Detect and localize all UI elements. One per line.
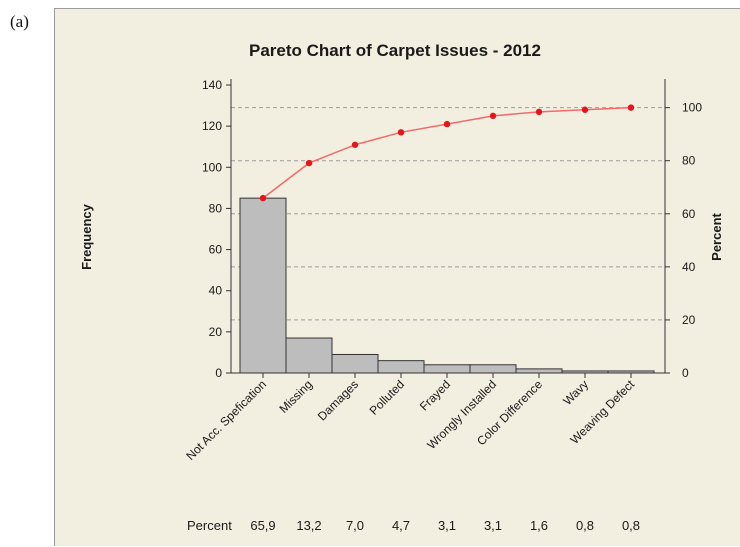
y-tick-label-left: 20 bbox=[209, 325, 223, 339]
y-tick-label-right: 20 bbox=[682, 313, 696, 327]
cumulative-point-7 bbox=[536, 109, 542, 115]
bar-6 bbox=[470, 365, 516, 373]
percent-value: 3,1 bbox=[484, 518, 502, 533]
y-tick-label-right: 80 bbox=[682, 154, 696, 168]
percent-value: 3,1 bbox=[438, 518, 456, 533]
bar-5 bbox=[424, 365, 470, 373]
percent-value: 65,9 bbox=[250, 518, 275, 533]
y-tick-label-right: 0 bbox=[682, 366, 689, 380]
y-tick-label-left: 80 bbox=[209, 201, 223, 215]
bar-4 bbox=[378, 361, 424, 373]
x-tick-label: Polluted bbox=[367, 377, 408, 418]
x-tick-label: Missing bbox=[276, 377, 315, 416]
y-tick-label-left: 40 bbox=[209, 284, 223, 298]
percent-value: 13,2 bbox=[296, 518, 321, 533]
y-tick-label-left: 60 bbox=[209, 243, 223, 257]
cumulative-point-9 bbox=[628, 104, 634, 110]
cumulative-point-2 bbox=[306, 160, 312, 166]
pareto-chart: Pareto Chart of Carpet Issues - 2012 Fre… bbox=[55, 9, 740, 547]
y-axis-label-left: Frequency bbox=[79, 203, 94, 270]
percent-value: 7,0 bbox=[346, 518, 364, 533]
y-tick-label-left: 120 bbox=[202, 119, 222, 133]
cumulative-point-3 bbox=[352, 142, 358, 148]
cumulative-point-1 bbox=[260, 195, 266, 201]
chart-frame: Pareto Chart of Carpet Issues - 2012 Fre… bbox=[54, 8, 740, 546]
y-tick-label-left: 0 bbox=[215, 366, 222, 380]
percent-value: 1,6 bbox=[530, 518, 548, 533]
cumulative-point-4 bbox=[398, 129, 404, 135]
bar-7 bbox=[516, 369, 562, 373]
percent-value: 4,7 bbox=[392, 518, 410, 533]
chart-title: Pareto Chart of Carpet Issues - 2012 bbox=[249, 41, 541, 60]
x-tick-label: Wavy bbox=[560, 377, 591, 408]
bar-1 bbox=[240, 198, 286, 373]
percent-value: 0,8 bbox=[576, 518, 594, 533]
cumulative-point-8 bbox=[582, 107, 588, 113]
y-tick-label-right: 100 bbox=[682, 101, 702, 115]
x-tick-label: Frayed bbox=[417, 377, 453, 413]
y-tick-label-right: 40 bbox=[682, 260, 696, 274]
y-tick-label-left: 140 bbox=[202, 78, 222, 92]
cumulative-point-6 bbox=[490, 113, 496, 119]
cumulative-point-5 bbox=[444, 121, 450, 127]
y-tick-label-left: 100 bbox=[202, 160, 222, 174]
x-tick-label: Not Acc. Spefication bbox=[183, 377, 269, 463]
bar-2 bbox=[286, 338, 332, 373]
percent-row-label: Percent bbox=[187, 518, 232, 533]
y-axis-label-right: Percent bbox=[709, 212, 724, 260]
percent-value: 0,8 bbox=[622, 518, 640, 533]
x-tick-label: Damages bbox=[315, 377, 361, 423]
bar-3 bbox=[332, 354, 378, 373]
y-tick-label-right: 60 bbox=[682, 207, 696, 221]
panel-label: (a) bbox=[10, 12, 29, 32]
